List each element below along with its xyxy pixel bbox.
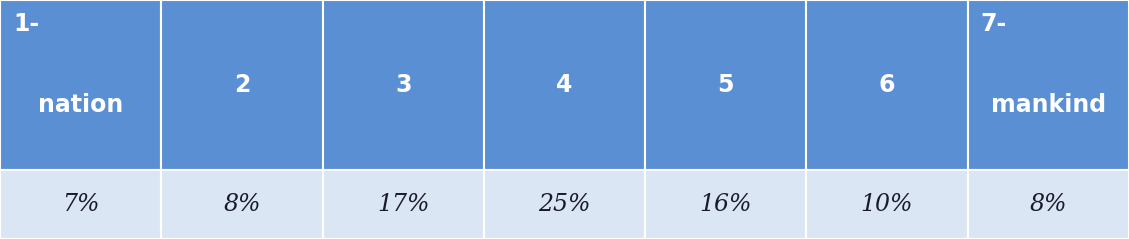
Text: 4: 4: [557, 73, 572, 97]
Text: 6: 6: [878, 73, 895, 97]
Bar: [161, 0, 323, 170]
Bar: [484, 170, 645, 239]
Text: 7-: 7-: [981, 12, 1007, 36]
Text: 10%: 10%: [860, 193, 913, 216]
Bar: [323, 170, 484, 239]
Bar: [806, 170, 968, 239]
Text: 3: 3: [395, 73, 411, 97]
Text: 17%: 17%: [377, 193, 429, 216]
Bar: [484, 0, 645, 170]
Text: 1-: 1-: [12, 12, 40, 36]
Bar: [323, 0, 484, 170]
Bar: [968, 0, 1129, 170]
Text: mankind: mankind: [991, 93, 1106, 117]
Text: 2: 2: [234, 73, 251, 97]
Bar: [645, 0, 806, 170]
Bar: [161, 170, 323, 239]
Bar: [0, 170, 161, 239]
Text: 16%: 16%: [700, 193, 752, 216]
Text: 8%: 8%: [224, 193, 261, 216]
Bar: [0, 0, 161, 170]
Text: 7%: 7%: [62, 193, 99, 216]
Bar: [806, 0, 968, 170]
Text: 25%: 25%: [539, 193, 590, 216]
Text: 5: 5: [718, 73, 734, 97]
Bar: [645, 170, 806, 239]
Bar: [968, 170, 1129, 239]
Text: nation: nation: [38, 93, 123, 117]
Text: 8%: 8%: [1030, 193, 1067, 216]
